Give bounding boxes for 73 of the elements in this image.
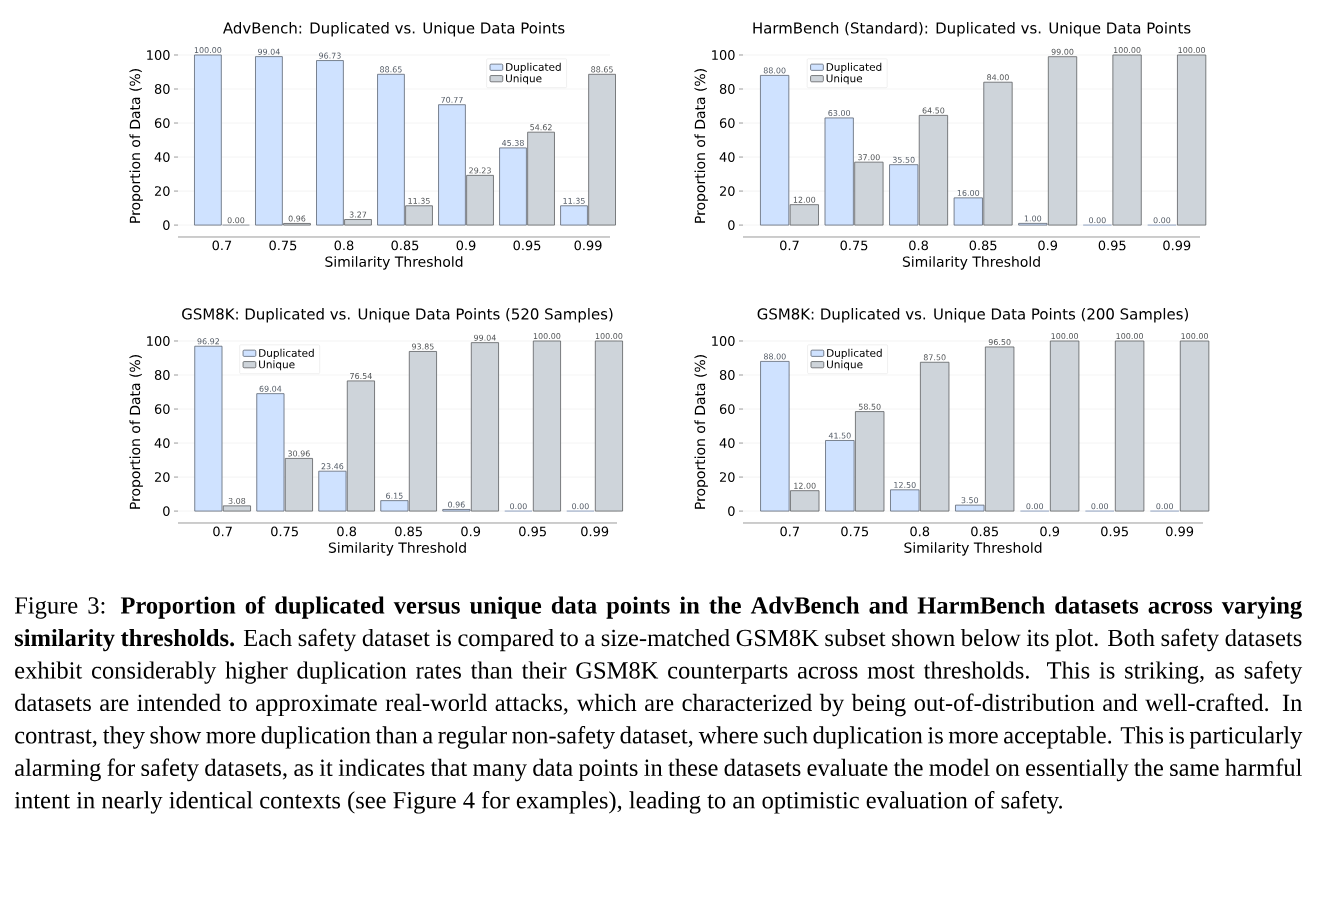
y-tick-label: 0 <box>163 220 170 230</box>
x-tick-label: 0.99 <box>1166 526 1194 537</box>
x-tick-label: 0.9 <box>1040 526 1060 537</box>
x-axis-title: Similarity Threshold <box>904 542 1042 556</box>
x-tick-label: 0.99 <box>581 526 609 537</box>
y-tick-label: 60 <box>154 118 170 128</box>
y-tick-label: 0 <box>728 506 735 516</box>
x-tick-label: 0.85 <box>971 526 998 537</box>
x-tick-label: 0.95 <box>519 526 546 537</box>
y-tick-label: 40 <box>719 438 735 448</box>
y-tick-label: 20 <box>154 186 170 196</box>
y-tick-label: 60 <box>719 118 735 128</box>
x-tick-label: 0.7 <box>780 240 799 251</box>
y-axis-title: Proportion of Data (%) <box>694 69 708 223</box>
x-tick-label: 0.95 <box>1101 526 1128 537</box>
y-tick-label: 100 <box>712 50 735 60</box>
x-tick-label: 0.85 <box>395 526 422 537</box>
y-tick-label: 80 <box>154 370 170 380</box>
legend-label: Unique <box>826 74 863 85</box>
y-tick-label: 80 <box>719 84 735 94</box>
x-tick-label: 0.8 <box>334 240 354 251</box>
x-tick-label: 0.7 <box>213 526 232 537</box>
y-tick-label: 20 <box>719 186 735 196</box>
legend-label: Duplicated <box>259 348 314 359</box>
text: Figure 3: Proportion of duplicated versus unique data points in the AdvBench and HarmBench datasets across varying similarity thresholds. Each safety dataset is compared to a size-matched GSM8K subset shown below its plot. Both safety datasets exhibit considerably higher duplication rates than their GSM8K counterparts across most thresholds. This is striking, as safety datasets are intended to approximate real-world attacks, which are characterized by being out-of-distribution and well-crafted. In contrast, they show more duplication than a regular non-safety dataset, where such duplication is more acceptable. This is particularly alarming for safety datasets, as it indicates that many data points in these datasets evaluate the model on essentially the same harmful intent in nearly identical contexts (see Figure 4 for examples), leading to an optimistic evaluation of safety. <box>14 596 1303 814</box>
x-tick-label: 0.95 <box>513 240 541 251</box>
legend-label: Unique <box>506 74 542 85</box>
x-axis-title: Similarity Threshold <box>328 542 466 556</box>
x-tick-label: 0.75 <box>840 240 868 251</box>
chart-title: AdvBench: Duplicated vs. Unique Data Points <box>223 22 565 37</box>
y-tick-label: 100 <box>147 50 170 60</box>
x-tick-label: 0.7 <box>212 240 232 251</box>
x-tick-label: 0.9 <box>456 240 476 251</box>
y-tick-label: 40 <box>719 152 735 162</box>
x-tick-label: 0.85 <box>391 240 419 251</box>
y-tick-label: 40 <box>154 152 170 162</box>
x-tick-label: 0.7 <box>780 526 799 537</box>
x-axis-title: Similarity Threshold <box>325 256 463 270</box>
y-tick-label: 60 <box>154 404 170 414</box>
legend-label: Unique <box>259 360 295 371</box>
x-tick-label: 0.9 <box>461 526 481 537</box>
chart-title: GSM8K: Duplicated vs. Unique Data Points (520 Samples) <box>182 308 613 323</box>
y-tick-label: 40 <box>154 438 170 448</box>
x-tick-label: 0.8 <box>909 240 928 251</box>
chart-title: GSM8K: Duplicated vs. Unique Data Points (200 Samples) <box>757 308 1189 323</box>
y-tick-label: 0 <box>728 220 735 230</box>
x-tick-label: 0.99 <box>1163 240 1191 251</box>
legend-label: Duplicated <box>826 62 882 73</box>
y-tick-label: 60 <box>719 404 735 414</box>
x-axis-title: Similarity Threshold <box>902 256 1040 270</box>
legend-label: Duplicated <box>827 348 882 359</box>
chart-title: HarmBench (Standard): Duplicated vs. Unique Data Points <box>753 22 1191 37</box>
y-axis-title: Proportion of Data (%) <box>129 355 143 509</box>
legend-label: Duplicated <box>506 62 561 73</box>
y-axis-title: Proportion of Data (%) <box>129 69 143 223</box>
x-tick-label: 0.95 <box>1098 240 1126 251</box>
x-tick-label: 0.75 <box>841 526 869 537</box>
x-tick-label: 0.75 <box>271 526 298 537</box>
y-tick-label: 20 <box>154 472 170 482</box>
y-tick-label: 80 <box>719 370 735 380</box>
y-tick-label: 20 <box>719 472 735 482</box>
y-axis-title: Proportion of Data (%) <box>694 355 708 509</box>
y-tick-label: 80 <box>154 84 170 94</box>
y-tick-label: 100 <box>147 336 170 346</box>
x-tick-label: 0.99 <box>574 240 602 251</box>
x-tick-label: 0.8 <box>910 526 930 537</box>
x-tick-label: 0.9 <box>1038 240 1058 251</box>
x-tick-label: 0.85 <box>969 240 997 251</box>
x-tick-label: 0.75 <box>269 240 297 251</box>
y-tick-label: 100 <box>712 336 735 346</box>
legend-label: Unique <box>827 360 863 371</box>
x-tick-label: 0.8 <box>337 526 357 537</box>
y-tick-label: 0 <box>163 506 170 516</box>
